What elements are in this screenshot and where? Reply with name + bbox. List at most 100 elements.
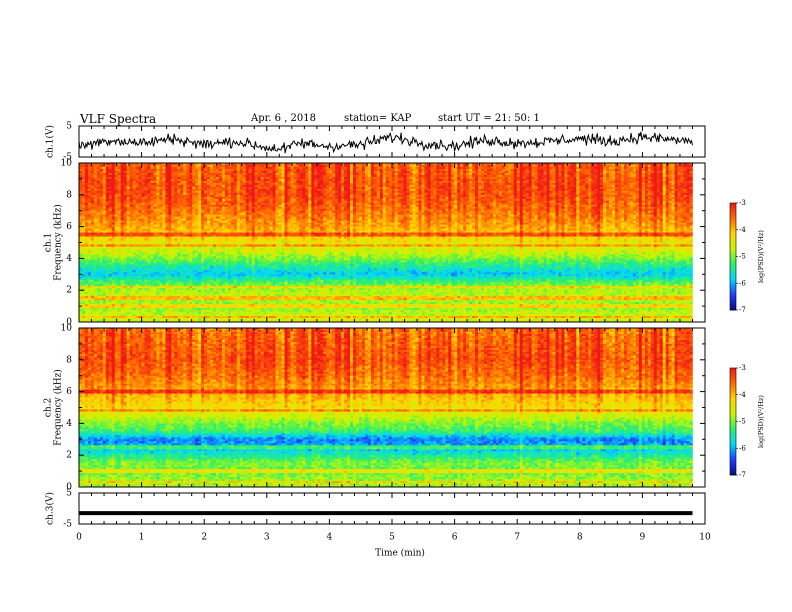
psd-cell	[150, 175, 153, 177]
psd-cell	[332, 175, 335, 177]
psd-cell	[678, 171, 681, 173]
psd-cell	[561, 173, 564, 175]
psd-cell	[136, 167, 139, 169]
psd-cell	[287, 165, 290, 167]
psd-cell	[651, 165, 654, 167]
psd-cell	[296, 167, 299, 169]
psd-cell	[570, 173, 573, 175]
psd-cell	[624, 173, 627, 175]
psd-cell	[499, 173, 502, 175]
psd-cell	[466, 169, 469, 171]
psd-cell	[320, 175, 323, 177]
psd-cell	[234, 177, 237, 179]
psd-cell	[359, 169, 362, 171]
psd-cell	[448, 167, 451, 169]
psd-cell	[591, 169, 594, 171]
psd-cell	[296, 175, 299, 177]
psd-cell	[127, 167, 130, 169]
psd-cell	[148, 175, 151, 177]
psd-cell	[585, 175, 588, 177]
psd-cell	[419, 171, 422, 173]
psd-cell	[526, 175, 529, 177]
psd-cell	[356, 171, 359, 173]
psd-cell	[555, 167, 558, 169]
psd-cell	[279, 171, 282, 173]
psd-cell	[150, 167, 153, 169]
psd-cell	[177, 167, 180, 169]
psd-cell	[85, 173, 88, 175]
psd-cell	[523, 171, 526, 173]
psd-cell	[398, 167, 401, 169]
psd-cell	[401, 165, 404, 167]
psd-cell	[145, 171, 148, 173]
psd-cell	[228, 177, 231, 179]
psd-cell	[231, 167, 234, 169]
psd-cell	[180, 175, 183, 177]
psd-cell	[287, 167, 290, 169]
psd-cell	[332, 173, 335, 175]
psd-cell	[416, 167, 419, 169]
psd-cell	[210, 167, 213, 169]
psd-cell	[514, 165, 517, 167]
psd-cell	[457, 173, 460, 175]
psd-cell	[308, 165, 311, 167]
psd-cell	[329, 175, 332, 177]
psd-cell	[538, 171, 541, 173]
psd-cell	[466, 175, 469, 177]
psd-cell	[532, 169, 535, 171]
psd-cell	[502, 173, 505, 175]
psd-cell	[594, 165, 597, 167]
psd-cell	[97, 177, 100, 179]
psd-cell	[570, 169, 573, 171]
psd-cell	[407, 171, 410, 173]
psd-cell	[597, 171, 600, 173]
psd-cell	[165, 167, 168, 169]
psd-cell	[231, 177, 234, 179]
psd-cell	[612, 165, 615, 167]
psd-cell	[115, 177, 118, 179]
psd-cell	[451, 173, 454, 175]
psd-cell	[228, 175, 231, 177]
psd-cell	[484, 169, 487, 171]
psd-cell	[270, 177, 273, 179]
psd-cell	[314, 173, 317, 175]
psd-cell	[320, 173, 323, 175]
psd-cell	[419, 169, 422, 171]
psd-cell	[630, 167, 633, 169]
psd-cell	[180, 177, 183, 179]
psd-cell	[421, 165, 424, 167]
psd-cell	[109, 167, 112, 169]
psd-cell	[416, 175, 419, 177]
psd-cell	[430, 171, 433, 173]
psd-cell	[427, 171, 430, 173]
psd-cell	[192, 173, 195, 175]
psd-cell	[225, 165, 228, 167]
psd-cell	[535, 175, 538, 177]
psd-cell	[523, 165, 526, 167]
psd-cell	[588, 175, 591, 177]
psd-cell	[606, 167, 609, 169]
psd-cell	[198, 173, 201, 175]
psd-cell	[642, 171, 645, 173]
psd-cell	[267, 177, 270, 179]
psd-cell	[270, 171, 273, 173]
psd-cell	[302, 173, 305, 175]
psd-cell	[210, 169, 213, 171]
psd-cell	[380, 165, 383, 167]
psd-cell	[636, 169, 639, 171]
psd-cell	[201, 171, 204, 173]
psd-cell	[237, 173, 240, 175]
psd-cell	[97, 175, 100, 177]
psd-cell	[320, 165, 323, 167]
psd-cell	[198, 169, 201, 171]
psd-cell	[341, 173, 344, 175]
psd-cell	[639, 167, 642, 169]
psd-cell	[198, 167, 201, 169]
psd-cell	[532, 173, 535, 175]
psd-cell	[85, 165, 88, 167]
psd-cell	[240, 169, 243, 171]
psd-cell	[690, 169, 693, 171]
psd-cell	[517, 173, 520, 175]
psd-cell	[365, 171, 368, 173]
psd-cell	[216, 177, 219, 179]
